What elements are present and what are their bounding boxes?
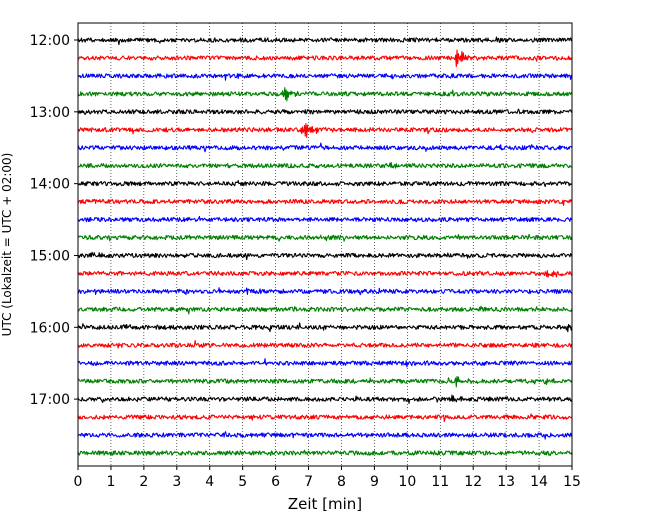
trace-1245	[77, 87, 573, 102]
y-tick-label: 14:00	[30, 177, 70, 193]
x-tick-label: 10	[398, 474, 416, 490]
y-axis-label: UTC (Lokalzeit = UTC + 02:00)	[0, 153, 14, 337]
trace-1715	[77, 413, 573, 423]
trace-1415	[77, 198, 573, 206]
x-tick-label: 0	[74, 474, 83, 490]
y-tick-label: 12:00	[30, 33, 70, 49]
trace-1700	[77, 394, 573, 404]
x-tick-label: 7	[304, 474, 313, 490]
trace-1300	[77, 108, 573, 115]
trace-1600	[78, 322, 573, 333]
trace-1315	[77, 123, 573, 138]
trace-1645	[77, 375, 573, 388]
x-tick-label: 8	[337, 474, 346, 490]
plot-frame	[77, 22, 573, 467]
x-tick-label: 5	[238, 474, 247, 490]
trace-1515	[77, 270, 573, 278]
x-tick-label: 2	[139, 474, 148, 490]
trace-1500	[77, 251, 573, 261]
trace-1330	[77, 142, 573, 153]
grid-layer	[110, 23, 540, 466]
trace-1530	[77, 287, 573, 296]
tick-layer: 0 1 2 3 4 5 6 7 8 9 10 11 12 13 14 1512:0013:0014:0015:…	[30, 33, 581, 490]
trace-1615	[77, 340, 573, 349]
trace-1630	[77, 358, 573, 368]
x-tick-label: 11	[431, 474, 449, 490]
x-tick-label: 3	[172, 474, 181, 490]
y-tick-label: 16:00	[30, 320, 70, 336]
trace-1200	[77, 36, 573, 46]
trace-1745	[77, 449, 573, 457]
x-tick-label: 12	[464, 474, 482, 490]
x-tick-label: 13	[497, 474, 515, 490]
trace-1445	[77, 233, 573, 242]
x-tick-label: 6	[271, 474, 280, 490]
trace-1545	[77, 305, 573, 315]
x-tick-label: 9	[370, 474, 379, 490]
trace-1400	[77, 179, 573, 188]
x-tick-label: 15	[563, 474, 581, 490]
y-tick-label: 15:00	[30, 248, 70, 264]
y-tick-label: 13:00	[30, 105, 70, 121]
x-tick-label: 1	[106, 474, 115, 490]
trace-1345	[77, 162, 573, 169]
x-axis-label: Zeit [min]	[288, 495, 362, 513]
trace-1230	[77, 73, 573, 81]
y-tick-label: 17:00	[30, 392, 70, 408]
trace-layer	[77, 36, 573, 457]
x-tick-label: 14	[530, 474, 548, 490]
trace-1730	[77, 431, 573, 440]
trace-1430	[77, 215, 573, 223]
trace-1215	[77, 49, 573, 68]
x-tick-label: 4	[205, 474, 214, 490]
